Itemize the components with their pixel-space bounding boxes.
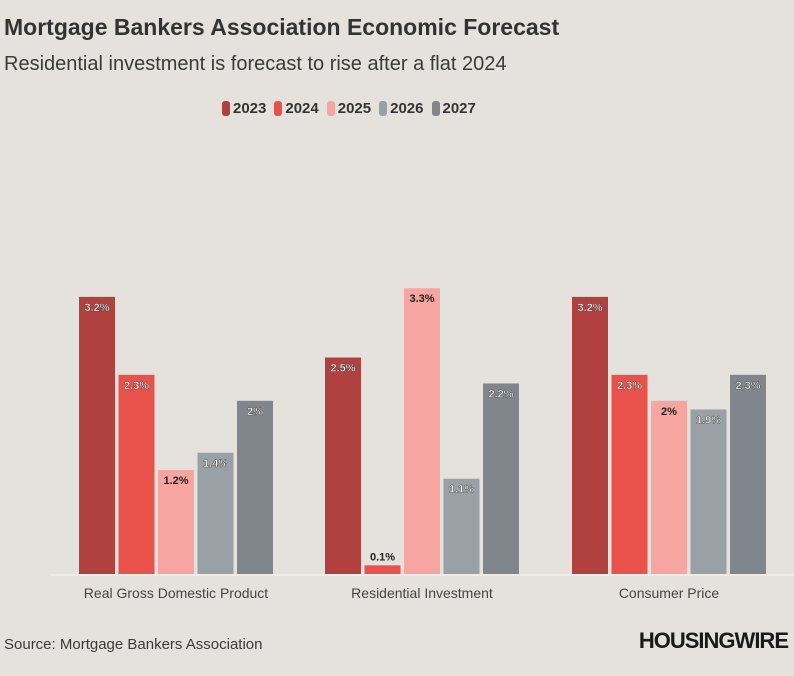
bar-2026 <box>443 478 480 574</box>
data-label: 2.2% <box>488 388 513 400</box>
chart-subtitle: Residential investment is forecast to ri… <box>4 53 507 75</box>
category-label: Residential Investment <box>351 585 493 601</box>
bar-2024 <box>118 374 155 574</box>
category-label: Consumer Price <box>619 585 720 601</box>
legend-swatch <box>274 101 283 116</box>
bar-2025 <box>651 400 687 574</box>
legend-item-2023: 2023 <box>222 100 266 117</box>
legend-swatch <box>431 101 440 116</box>
source-note: Source: Mortgage Bankers Association <box>4 636 263 653</box>
data-label: 2.3% <box>735 380 760 392</box>
legend-swatch <box>326 101 335 116</box>
legend-item-2025: 2025 <box>326 100 372 117</box>
category-label: Real Gross Domestic Product <box>84 585 269 601</box>
housingwire-logo: HOUSINGWIRE <box>638 628 789 653</box>
legend-label: 2023 <box>233 100 267 117</box>
data-label: 1.4% <box>203 458 228 470</box>
chart-title: Mortgage Bankers Association Economic Fo… <box>4 14 560 40</box>
bar-2026 <box>690 409 727 574</box>
bar-2023 <box>572 296 608 574</box>
legend-item-2024: 2024 <box>274 100 319 117</box>
bar-2027 <box>730 374 766 574</box>
bar-2026 <box>197 452 234 574</box>
data-label: 2.3% <box>124 380 149 392</box>
data-label: 2.5% <box>330 363 355 375</box>
data-label: 3.2% <box>84 302 109 314</box>
bar-2024 <box>611 374 648 574</box>
data-label: 2% <box>661 406 677 418</box>
legend-label: 2025 <box>337 100 372 117</box>
legend-label: 2027 <box>442 100 476 117</box>
legend-item-2026: 2026 <box>379 100 424 117</box>
data-label: 1.1% <box>449 484 474 496</box>
legend: 2023 2024 2025 2026 2027 <box>222 100 476 117</box>
data-label: 3.3% <box>409 293 434 305</box>
bar-2023 <box>79 296 115 574</box>
legend-label: 2024 <box>285 100 319 117</box>
data-label: 2.3% <box>617 380 642 392</box>
data-label: 1.9% <box>696 414 721 426</box>
legend-swatch <box>379 101 388 116</box>
bar-2025 <box>158 470 194 574</box>
bar-2023 <box>325 357 361 574</box>
bar-2027 <box>483 383 519 574</box>
legend-item-2027: 2027 <box>431 100 476 117</box>
data-label: 3.2% <box>577 302 602 314</box>
data-label: 2% <box>247 406 263 418</box>
legend-swatch <box>222 101 230 116</box>
bar-2024 <box>364 565 401 574</box>
legend-label: 2026 <box>390 100 424 117</box>
data-label: 0.1% <box>370 551 395 563</box>
data-label: 1.2% <box>163 475 188 487</box>
bar-2027 <box>237 400 273 574</box>
bar-2025 <box>404 288 440 574</box>
